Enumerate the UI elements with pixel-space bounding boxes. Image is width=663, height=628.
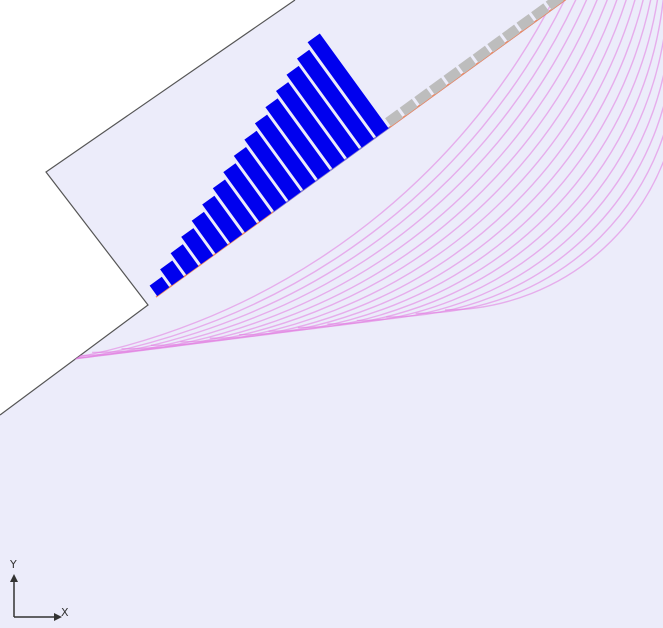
wavefront-arc — [150, 0, 652, 346]
inactive-element — [399, 98, 418, 116]
wavefront-arc — [415, 52, 663, 315]
wavefront-arc — [0, 0, 634, 368]
wavefront-arc — [297, 0, 663, 329]
wavefront-arc — [209, 0, 658, 339]
x-axis-label: X — [61, 606, 69, 619]
inactive-element — [487, 35, 506, 53]
wavefront-arc — [0, 0, 631, 371]
xy-axis-indicator: X Y — [9, 558, 69, 621]
wavefront-arc — [3, 0, 637, 364]
active-element — [191, 211, 228, 254]
active-element — [170, 244, 199, 275]
active-element — [223, 163, 272, 222]
beam-center-ray — [272, 0, 567, 213]
active-element — [233, 147, 287, 212]
wavefront-arc — [33, 0, 640, 361]
active-element — [297, 49, 374, 148]
active-element — [265, 98, 331, 180]
active-element — [202, 195, 243, 244]
wavefront-arc — [239, 0, 661, 336]
x-axis-arrowhead — [54, 613, 62, 621]
wavefront-arc — [268, 0, 663, 332]
wavefront-arc — [62, 0, 643, 357]
wedge-outline — [0, 0, 296, 416]
wavefront-arc — [444, 74, 663, 311]
wavefront-arcs — [0, 0, 663, 371]
inactive-element — [458, 56, 477, 74]
y-axis-label: Y — [9, 558, 17, 571]
inactive-element — [414, 88, 433, 106]
active-element — [307, 33, 389, 137]
probe-array — [149, 0, 564, 297]
wavefront-arc — [92, 0, 646, 354]
inactive-element — [443, 67, 462, 84]
inactive-element — [545, 0, 564, 10]
inactive-element — [428, 77, 447, 95]
active-element — [276, 82, 345, 169]
inactive-element — [501, 24, 520, 42]
wavefront-arc — [180, 0, 655, 343]
y-axis-arrowhead — [10, 574, 18, 582]
active-element — [212, 179, 257, 233]
active-element — [244, 130, 301, 201]
inactive-element — [472, 45, 491, 63]
active-element — [149, 276, 170, 297]
active-element — [254, 114, 316, 190]
active-element — [160, 260, 184, 286]
wavefront-arc — [327, 0, 663, 325]
wavefront-arc — [386, 29, 663, 318]
inactive-element — [385, 109, 404, 127]
inactive-element — [516, 14, 535, 31]
active-element — [286, 65, 360, 159]
active-element — [181, 228, 214, 265]
wavefront-arc — [121, 0, 649, 350]
inactive-element — [531, 3, 550, 21]
